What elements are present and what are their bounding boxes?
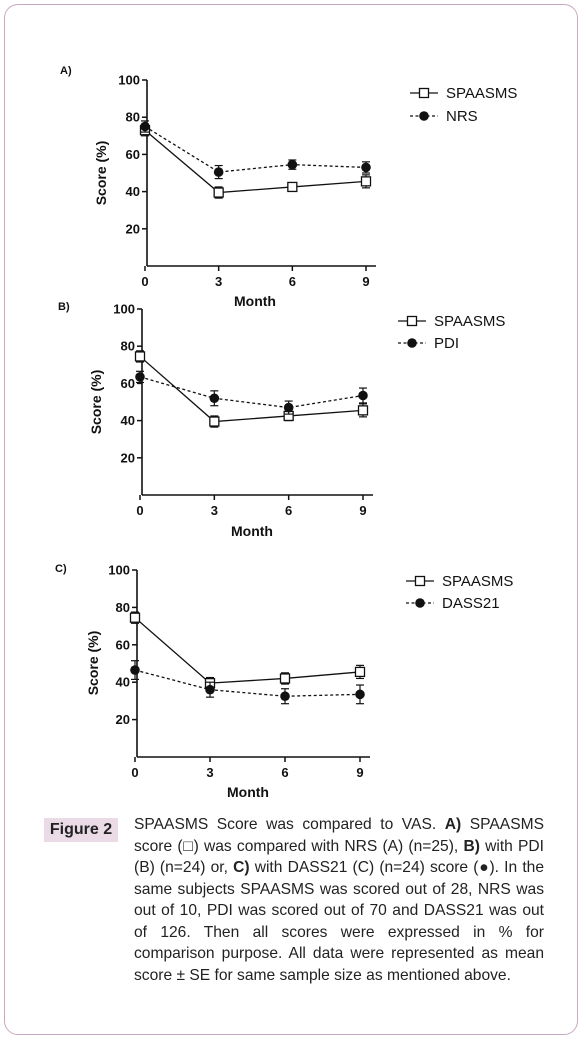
series-line	[139, 355, 364, 423]
data-point	[129, 612, 141, 623]
y-tick-label: 60	[126, 147, 140, 162]
data-point	[280, 691, 290, 702]
legend-marker	[415, 598, 425, 608]
caption-run: SPAASMS score (□) was compared with NRS …	[134, 816, 544, 855]
series-line	[144, 129, 367, 194]
x-tick-label: 3	[206, 765, 213, 780]
series-line	[139, 376, 364, 409]
legend-label: SPAASMS	[442, 573, 513, 590]
x-tick-label: 9	[356, 765, 363, 780]
data-point	[354, 666, 366, 678]
y-axis-label: Score (%)	[88, 370, 104, 435]
y-axis-label: Score (%)	[85, 631, 101, 696]
x-tick-label: 6	[289, 274, 296, 289]
legend-label: NRS	[446, 108, 478, 125]
caption-run: with PDI (B) (n=24) or,	[134, 837, 545, 877]
data-point	[279, 673, 291, 684]
y-tick-label: 80	[116, 600, 130, 615]
x-axis-label: Month	[227, 784, 269, 800]
x-tick-label: 0	[136, 503, 143, 518]
data-point	[140, 121, 150, 132]
x-axis-label: Month	[231, 523, 273, 539]
data-point	[283, 402, 294, 413]
y-tick-label: 20	[126, 221, 140, 236]
y-tick-label: 80	[126, 110, 140, 125]
series-line	[144, 125, 367, 173]
legend-marker	[407, 338, 417, 348]
series-line	[134, 617, 361, 684]
data-point	[287, 181, 298, 193]
y-tick-label: 60	[121, 376, 135, 391]
legend-label: DASS21	[442, 595, 500, 612]
y-tick-label: 80	[121, 339, 135, 354]
figure-label: Figure 2	[44, 818, 118, 842]
data-point	[361, 162, 371, 173]
y-tick-label: 100	[113, 302, 135, 317]
data-point	[355, 689, 365, 700]
caption-run: SPAASMS Score was compared to VAS.	[134, 816, 445, 833]
y-tick-label: 100	[108, 563, 130, 578]
data-point	[213, 187, 224, 198]
data-point	[209, 393, 220, 404]
y-tick-label: 60	[116, 637, 130, 652]
caption-text: SPAASMS Score was compared to VAS. A) SP…	[134, 814, 544, 986]
legend-marker	[414, 575, 426, 587]
y-tick-label: 40	[126, 184, 140, 199]
x-tick-label: 9	[359, 503, 366, 518]
data-point	[358, 390, 368, 401]
x-tick-label: 0	[131, 765, 138, 780]
chart-panel-c: C) 20 40 60 80 100 0 3 6 9 Month Score (%) SPAASMS DA…	[55, 563, 513, 801]
y-tick-label: 20	[116, 712, 130, 727]
x-tick-label: 3	[215, 274, 222, 289]
panel-label: A)	[60, 65, 72, 77]
data-point	[357, 405, 369, 416]
legend-label: SPAASMS	[434, 313, 505, 330]
data-point	[135, 372, 145, 382]
panel-label: C)	[55, 563, 67, 575]
y-axis-label: Score (%)	[93, 141, 109, 206]
y-tick-label: 40	[121, 413, 135, 428]
x-tick-label: 0	[141, 274, 148, 289]
data-point	[134, 351, 146, 362]
x-tick-label: 9	[362, 274, 369, 289]
data-point	[209, 416, 220, 427]
data-point	[213, 167, 224, 177]
y-tick-label: 40	[116, 675, 130, 690]
chart-panel-b: B) 20 40 60 80 100 0 3 6 9 Month Score (%) SPAASMS PD…	[58, 301, 505, 539]
figure-frame	[4, 4, 578, 1035]
chart-panel-a: A) 20 40 60 80 100 0 3 6 9 Month Score (%) SPAASMS NR…	[60, 65, 517, 309]
panel-label: B)	[58, 301, 70, 313]
data-point	[130, 665, 140, 675]
legend-label: PDI	[434, 335, 459, 352]
legend-label: SPAASMS	[446, 85, 517, 102]
x-axis-label: Month	[234, 293, 276, 309]
y-tick-label: 100	[118, 73, 140, 88]
x-tick-label: 6	[281, 765, 288, 780]
series-line	[134, 669, 361, 697]
legend-marker	[406, 315, 418, 327]
data-point	[360, 176, 372, 187]
x-tick-label: 6	[285, 503, 292, 518]
caption-panel-ref: A)	[444, 816, 462, 833]
caption-panel-ref: C)	[233, 859, 250, 876]
y-tick-label: 20	[121, 450, 135, 465]
legend-marker	[419, 111, 429, 121]
data-point	[287, 159, 298, 170]
data-point	[205, 684, 215, 695]
caption-run: with DASS21 (C) (n=24) score (●). In the…	[134, 859, 544, 984]
caption-panel-ref: B)	[463, 837, 480, 855]
x-tick-label: 3	[211, 503, 218, 518]
legend-marker	[418, 87, 430, 99]
